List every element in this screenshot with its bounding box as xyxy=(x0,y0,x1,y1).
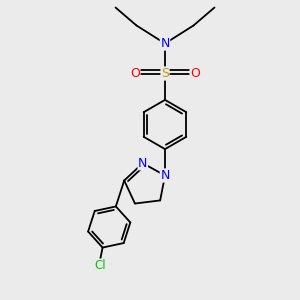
Text: N: N xyxy=(138,157,148,170)
Text: O: O xyxy=(130,67,140,80)
Text: S: S xyxy=(161,67,169,80)
Text: Cl: Cl xyxy=(94,259,106,272)
Text: N: N xyxy=(160,169,170,182)
Text: O: O xyxy=(190,67,200,80)
Text: N: N xyxy=(160,37,170,50)
